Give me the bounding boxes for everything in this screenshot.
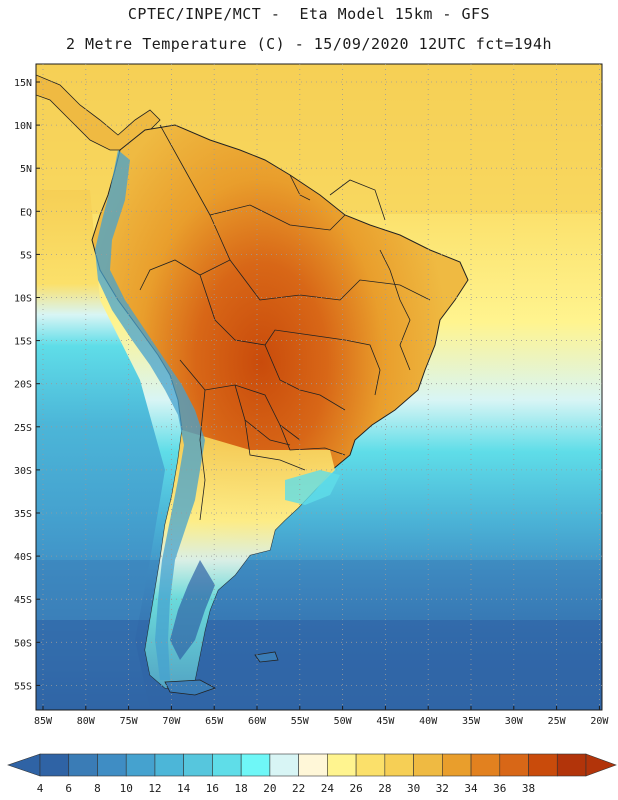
lat-label: 30S <box>14 466 32 477</box>
map-frame <box>35 63 603 711</box>
lat-label: 35S <box>14 509 32 520</box>
lon-label: 35W <box>462 716 481 727</box>
colorbar-label: 24 <box>321 782 335 795</box>
lat-label: 10S <box>14 294 32 305</box>
colorbar-swatch <box>183 753 213 777</box>
colorbar-label: 6 <box>65 782 72 795</box>
map-subtitle: 2 Metre Temperature (C) - 15/09/2020 12U… <box>65 35 553 53</box>
lat-label: EQ <box>20 207 32 218</box>
colorbar-label: 30 <box>407 782 420 795</box>
lat-label: 15N <box>14 78 32 89</box>
lat-label: 50S <box>14 638 32 649</box>
rio-de-la-plata-cool <box>285 470 340 505</box>
lon-label: 20W <box>590 716 609 727</box>
lon-label: 30W <box>505 716 524 727</box>
lon-label: 40W <box>419 716 438 727</box>
map-title: CPTEC/INPE/MCT - Eta Model 15km - GFS <box>127 5 491 23</box>
lon-label: 80W <box>77 716 96 727</box>
lon-label: 65W <box>205 716 224 727</box>
colorbar-swatch <box>384 753 414 777</box>
lat-label: 10N <box>14 121 32 132</box>
colorbar-swatch <box>499 753 529 777</box>
colorbar-swatch <box>413 753 443 777</box>
country-borders <box>139 124 431 521</box>
colorbar-label: 20 <box>263 782 276 795</box>
colorbar-label: 16 <box>206 782 219 795</box>
colorbar-label: 28 <box>378 782 391 795</box>
lat-label: 20S <box>14 380 32 391</box>
lat-label: 40S <box>14 552 32 563</box>
colorbar-swatch <box>327 753 357 777</box>
colorbar-swatch <box>556 753 587 777</box>
colorbar-swatch <box>355 753 386 777</box>
colorbar-label: 36 <box>493 782 506 795</box>
colorbar: 4 6 8 10 12 14 16 18 20 22 24 26 28 30 32 34 36 38 <box>7 753 617 795</box>
colorbar-label: 4 <box>37 782 44 795</box>
lon-label: 70W <box>162 716 181 727</box>
lat-label: 45S <box>14 595 32 606</box>
colorbar-swatch <box>470 753 501 777</box>
lat-label: 5N <box>20 164 32 175</box>
colorbar-high-arrow <box>585 753 617 777</box>
colorbar-low-arrow <box>7 753 41 777</box>
colorbar-label: 8 <box>94 782 101 795</box>
lat-label: 5S <box>20 250 32 261</box>
lon-label: 50W <box>334 716 353 727</box>
colorbar-label: 22 <box>292 782 305 795</box>
lon-label: 75W <box>120 716 139 727</box>
lat-label: 55S <box>14 681 32 692</box>
lon-label: 55W <box>291 716 310 727</box>
lon-label: 45W <box>376 716 395 727</box>
colorbar-swatch <box>298 753 328 777</box>
colorbar-swatch <box>442 753 472 777</box>
lon-label: 60W <box>248 716 267 727</box>
colorbar-label: 34 <box>464 782 478 795</box>
lon-label: 25W <box>548 716 567 727</box>
tierra-del-fuego <box>164 679 216 696</box>
southern-ocean-cold <box>36 620 602 710</box>
lon-label: 85W <box>34 716 53 727</box>
colorbar-label: 18 <box>235 782 248 795</box>
patagonia-cold <box>170 560 215 660</box>
colorbar-swatch <box>528 753 558 777</box>
lat-label: 25S <box>14 423 32 434</box>
colorbar-swatch <box>240 753 271 777</box>
pacific-ocean-field <box>36 190 165 710</box>
colorbar-swatch <box>269 753 299 777</box>
colorbar-label: 32 <box>436 782 449 795</box>
andes-cold-ridge <box>95 150 205 680</box>
falkland-islands <box>254 651 279 663</box>
longitude-labels: 85W 80W 75W 70W 65W 60W 55W 50W 45W 40W 35W 30W 25W 2… <box>34 706 609 727</box>
colorbar-swatch <box>39 753 70 777</box>
colorbar-label: 38 <box>522 782 535 795</box>
colorbar-label: 26 <box>349 782 362 795</box>
colorbar-label: 14 <box>177 782 191 795</box>
lat-label: 15S <box>14 337 32 348</box>
colorbar-swatch <box>154 753 184 777</box>
colorbar-swatch <box>97 753 127 777</box>
colorbar-swatch <box>125 753 156 777</box>
colorbar-label: 12 <box>148 782 161 795</box>
central-america <box>36 74 161 151</box>
colorbar-label: 10 <box>120 782 133 795</box>
latitude-labels: 15N 10N 5N EQ 5S 10S 15S 20S 25S 30S 35S 40S 45S 50S 5… <box>14 78 40 692</box>
colorbar-swatch <box>212 753 242 777</box>
colorbar-swatch <box>68 753 98 777</box>
